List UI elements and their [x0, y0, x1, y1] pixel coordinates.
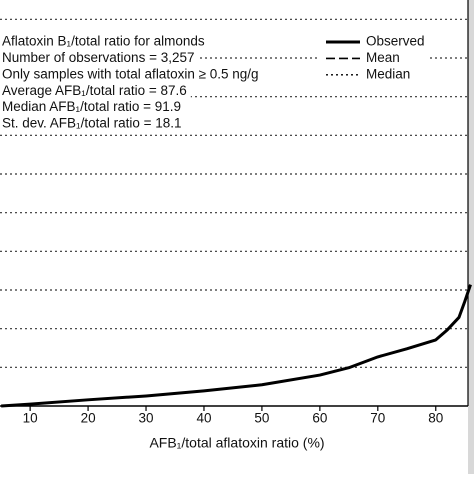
x-tick-label: 50	[254, 411, 269, 426]
x-tick-label: 60	[312, 411, 327, 426]
x-tick-label: 40	[196, 411, 211, 426]
annotation: Aflatoxin B₁/total ratio for almonds	[2, 34, 205, 49]
x-tick-label: 70	[370, 411, 385, 426]
side-strip	[468, 0, 474, 474]
annotation: Average AFB₁/total ratio = 87.6	[2, 83, 187, 98]
annotation-bg	[0, 114, 186, 132]
annotation-bg	[0, 48, 199, 66]
x-tick-label: 30	[139, 411, 154, 426]
annotation-bg	[0, 65, 263, 83]
legend-bg	[320, 34, 430, 50]
legend-bg	[320, 66, 430, 83]
annotation: Median AFB₁/total ratio = 91.9	[2, 99, 181, 114]
legend-bg	[320, 50, 430, 67]
legend-label: Mean	[366, 50, 400, 65]
legend-label: Observed	[366, 34, 425, 49]
x-axis-label: AFB₁/total aflatoxin ratio (%)	[149, 435, 324, 451]
legend-label: Median	[366, 66, 410, 81]
x-tick-label: 80	[428, 411, 443, 426]
annotation: St. dev. AFB₁/total ratio = 18.1	[2, 116, 182, 131]
annotation-bg	[0, 98, 186, 116]
line-series	[1, 284, 472, 408]
x-tick-label: 20	[81, 411, 96, 426]
annotation-bg	[0, 32, 209, 50]
annotation: Only samples with total aflatoxin ≥ 0.5 …	[2, 66, 259, 81]
annotation-bg	[0, 81, 191, 99]
x-tick-label: 10	[23, 411, 38, 426]
annotation: Number of observations = 3,257	[2, 50, 195, 65]
